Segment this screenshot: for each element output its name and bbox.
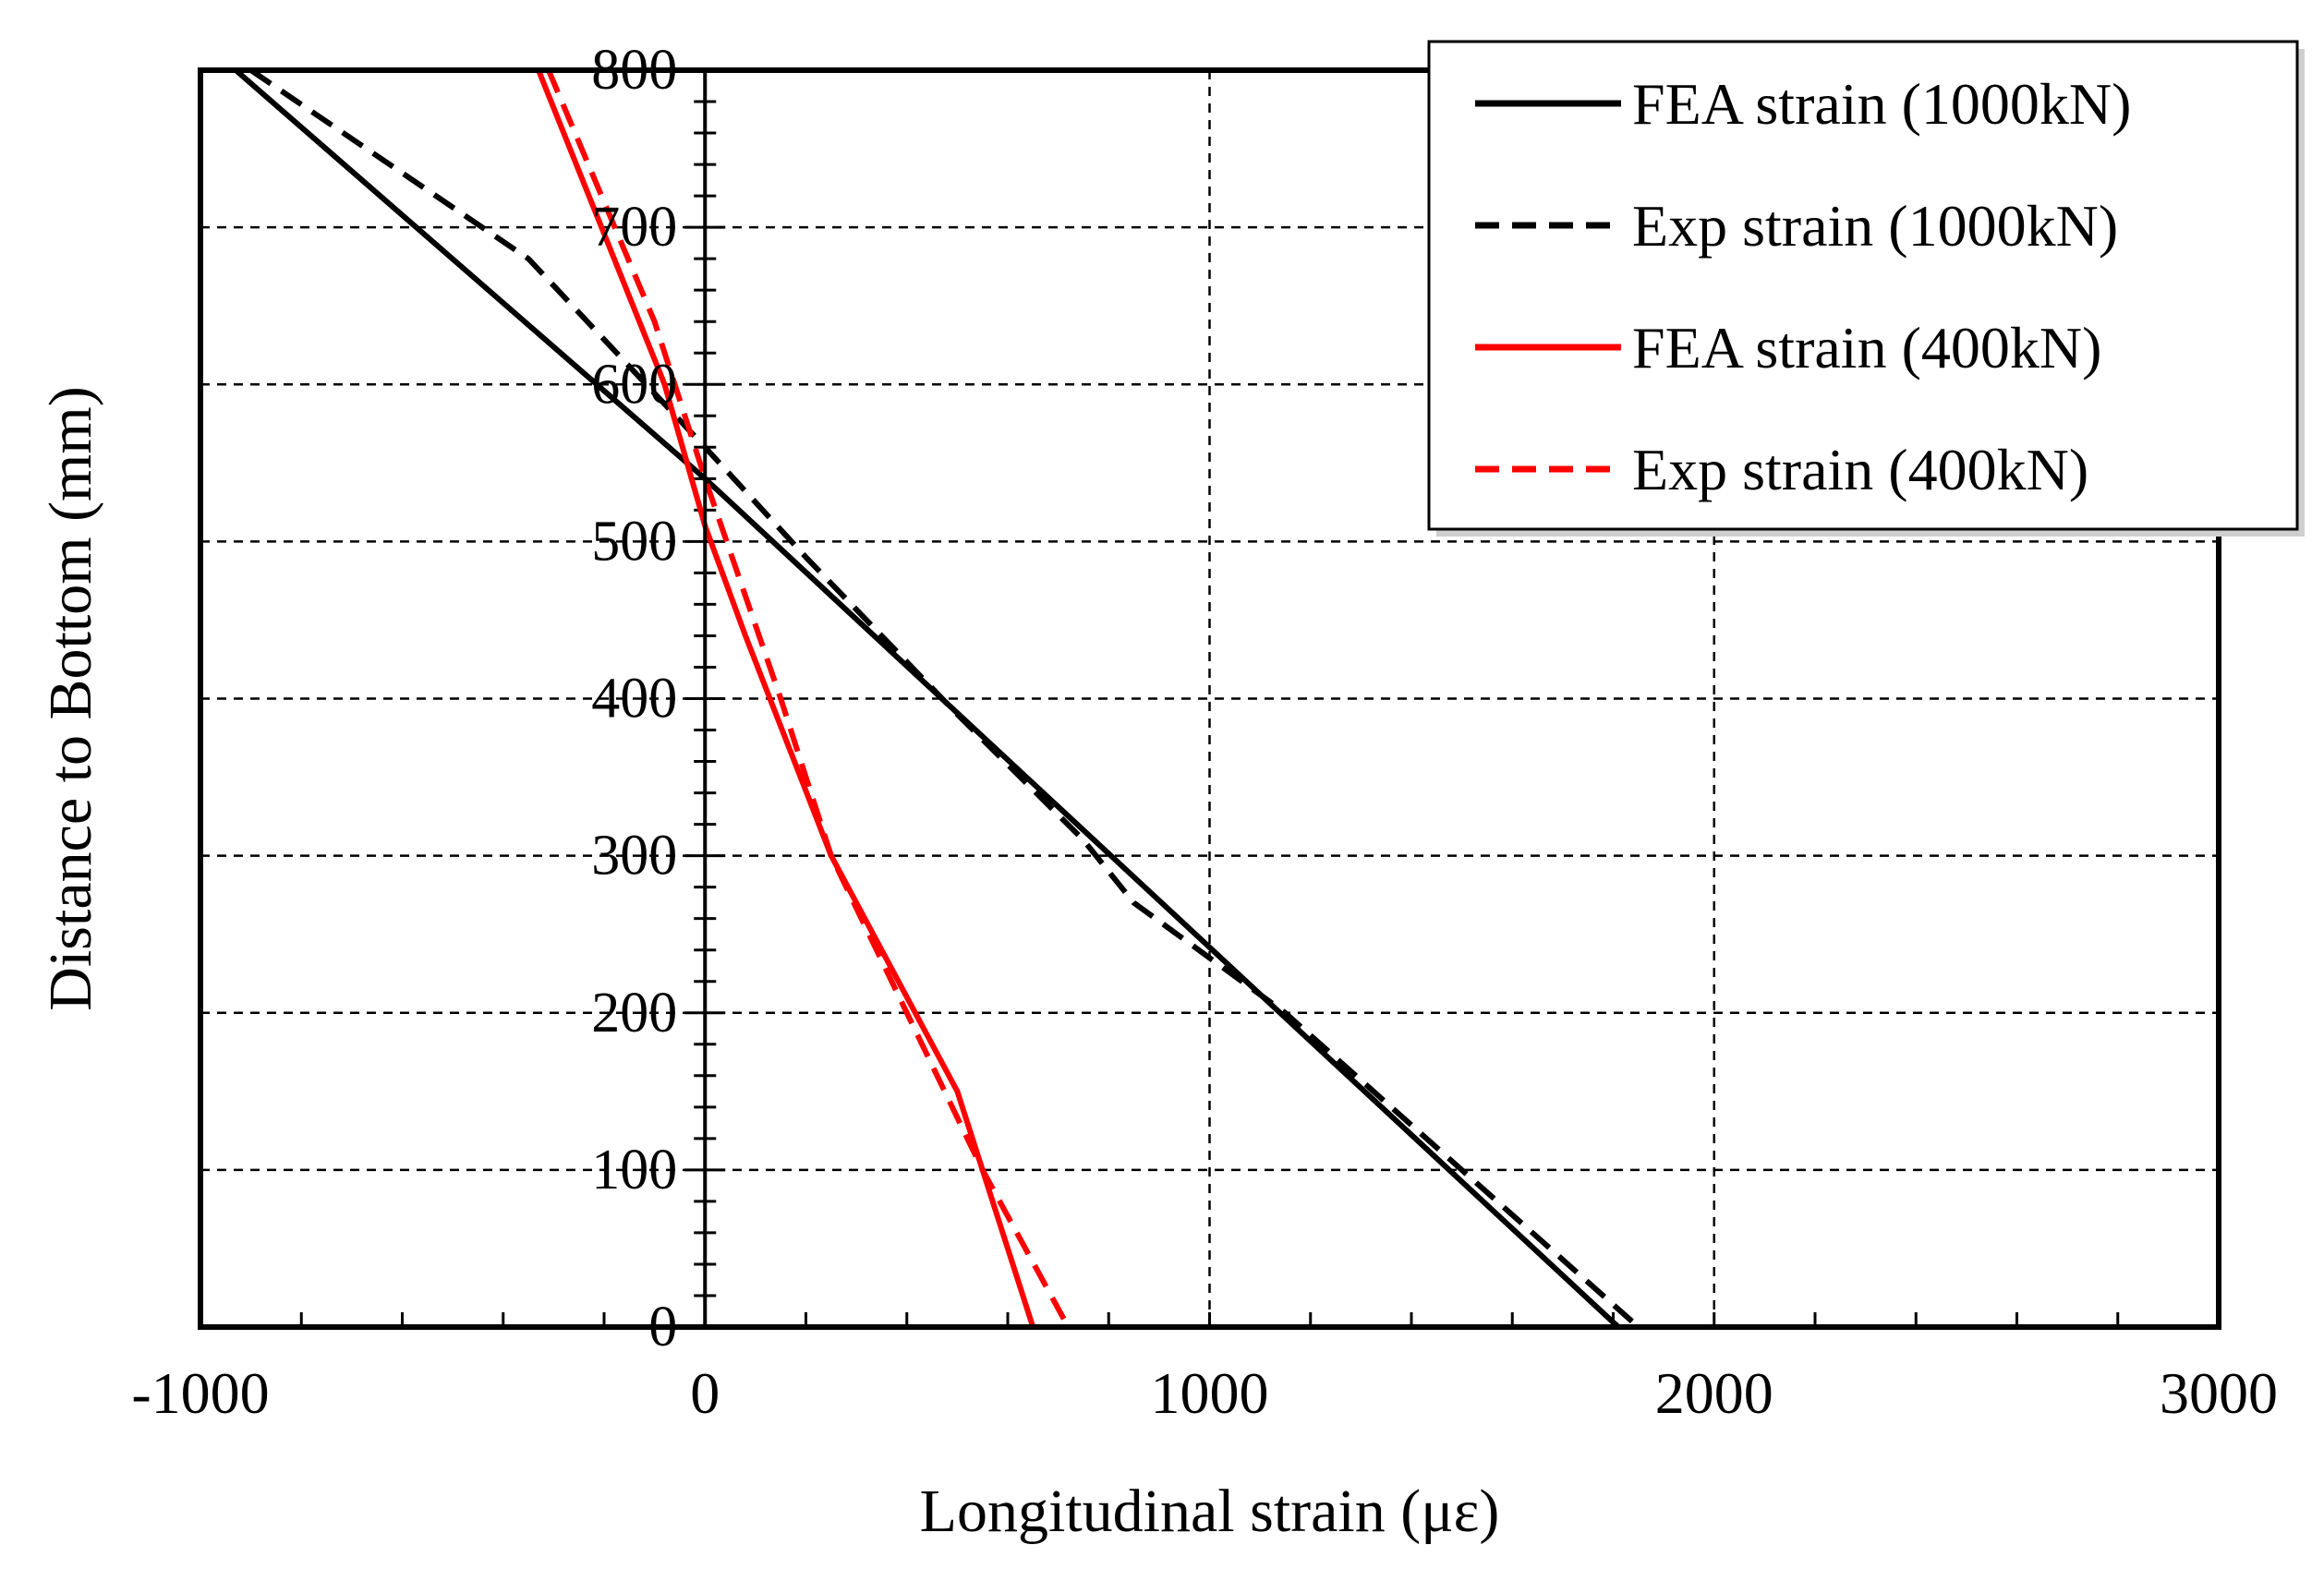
y-tick-label: 500 <box>591 510 677 573</box>
y-tick-label: 100 <box>591 1139 677 1201</box>
legend-label-2: Exp strain (1000kN) <box>1632 193 2118 259</box>
grid-layer <box>200 70 2219 1327</box>
y-tick-label: 200 <box>591 982 677 1044</box>
y-tick-label: 600 <box>591 353 677 416</box>
series-line-3 <box>536 68 1036 1328</box>
legend-box <box>1427 40 2299 531</box>
y-tick-label: 400 <box>591 668 677 730</box>
x-axis-title: Longitudinal strain (με) <box>920 1478 1500 1545</box>
legend-label-4: Exp strain (400kN) <box>1632 437 2088 502</box>
x-tick-label: 2000 <box>1655 1360 1773 1426</box>
legend: FEA strain (1000kN) Exp strain (1000kN) FE… <box>1427 40 2305 537</box>
plot-frame <box>198 67 2221 1330</box>
y-axis-title: Distance to Bottom (mm) <box>37 386 104 1010</box>
x-tick-label: -1000 <box>131 1360 269 1426</box>
legend-label-3: FEA strain (400kN) <box>1632 315 2101 380</box>
y-tick-label: 300 <box>591 825 677 887</box>
tick-layer: -1000 0 1000 2000 3000 0 100 200 300 400 500 600 700… <box>131 39 2278 1426</box>
y-tick-label: 800 <box>591 39 677 102</box>
x-tick-label: 0 <box>690 1360 720 1426</box>
legend-label-1: FEA strain (1000kN) <box>1632 71 2131 137</box>
x-tick-label: 1000 <box>1151 1360 1269 1426</box>
y-tick-label: 700 <box>591 196 677 259</box>
series-line-4 <box>546 68 1071 1329</box>
series-line-2 <box>248 67 1640 1330</box>
y-tick-label: 0 <box>648 1296 677 1358</box>
x-tick-label: 3000 <box>2160 1360 2278 1426</box>
